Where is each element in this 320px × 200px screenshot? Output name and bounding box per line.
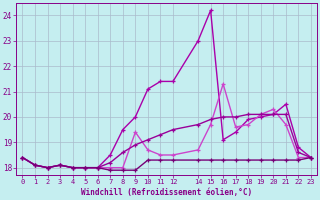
X-axis label: Windchill (Refroidissement éolien,°C): Windchill (Refroidissement éolien,°C) bbox=[81, 188, 252, 197]
